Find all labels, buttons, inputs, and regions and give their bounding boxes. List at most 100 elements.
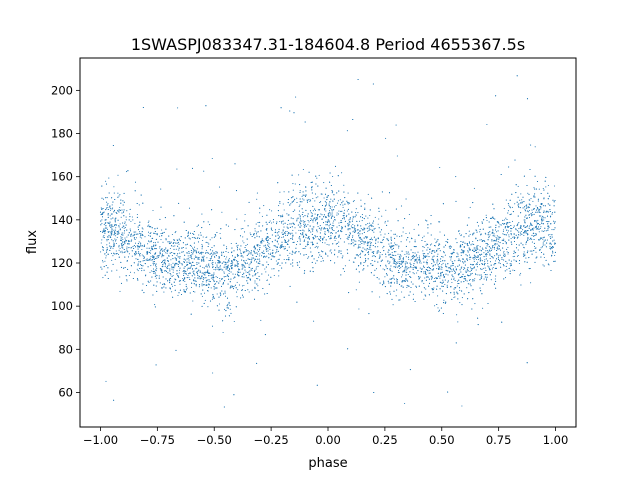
data-point	[315, 197, 317, 199]
data-point	[107, 206, 109, 209]
data-point	[291, 196, 293, 199]
data-point	[245, 263, 247, 265]
data-point	[399, 236, 401, 238]
data-point	[259, 246, 261, 249]
data-point	[141, 267, 143, 269]
data-point	[172, 271, 174, 273]
data-point	[125, 216, 127, 218]
data-point	[296, 220, 298, 222]
data-point	[172, 269, 174, 271]
data-point	[187, 257, 189, 259]
data-point	[535, 220, 537, 222]
data-point	[197, 270, 199, 272]
data-point	[375, 240, 377, 242]
data-point	[294, 198, 296, 200]
data-point	[156, 267, 158, 269]
data-point	[400, 263, 402, 265]
data-point	[510, 230, 512, 232]
data-point	[483, 278, 485, 280]
data-point	[456, 242, 458, 244]
data-point	[150, 226, 152, 228]
data-point	[385, 264, 387, 266]
data-point	[292, 259, 294, 261]
data-point	[535, 251, 537, 253]
data-point	[308, 221, 310, 223]
data-point	[227, 251, 229, 253]
data-point	[209, 239, 211, 241]
data-point	[405, 278, 407, 280]
data-point	[492, 266, 494, 269]
data-point	[485, 242, 487, 244]
data-point	[507, 230, 510, 232]
data-point	[299, 216, 301, 218]
data-point	[222, 282, 224, 285]
data-point	[307, 257, 309, 259]
data-point	[338, 241, 340, 243]
data-point	[487, 234, 489, 236]
data-point	[439, 231, 441, 233]
data-point	[115, 242, 117, 245]
data-point	[251, 257, 253, 259]
data-point	[433, 255, 435, 257]
data-point	[430, 223, 432, 225]
data-point	[187, 231, 190, 233]
data-point	[464, 261, 466, 263]
data-point	[302, 216, 304, 218]
data-point	[109, 223, 111, 225]
data-point	[292, 234, 294, 236]
data-point	[378, 218, 380, 220]
data-point	[153, 245, 155, 247]
data-point	[270, 222, 273, 224]
data-point	[376, 252, 378, 254]
data-point	[402, 257, 404, 260]
data-point	[438, 247, 440, 250]
data-point	[450, 259, 452, 261]
data-point	[373, 255, 375, 257]
data-point	[464, 242, 466, 244]
data-point	[512, 236, 514, 238]
data-point	[477, 251, 479, 253]
data-point	[116, 252, 118, 254]
data-point	[379, 251, 381, 254]
data-point	[443, 276, 445, 279]
data-point	[302, 168, 304, 171]
data-point	[441, 271, 444, 273]
data-point	[236, 253, 238, 255]
data-point	[212, 266, 214, 268]
data-point	[119, 276, 121, 278]
data-point	[407, 256, 410, 258]
data-point	[245, 271, 247, 273]
data-point	[413, 245, 415, 248]
data-point	[431, 263, 433, 265]
data-point	[363, 243, 365, 245]
data-point	[106, 227, 108, 229]
data-point	[221, 290, 223, 292]
data-point	[270, 258, 272, 260]
data-point	[543, 219, 545, 221]
data-point	[454, 296, 456, 298]
data-point	[527, 206, 529, 208]
data-point	[533, 242, 535, 244]
data-point	[369, 247, 371, 249]
data-point	[502, 222, 504, 225]
data-point	[491, 239, 493, 241]
data-point	[171, 245, 173, 247]
data-point	[133, 247, 135, 250]
data-point	[109, 209, 112, 211]
data-point	[353, 230, 355, 232]
data-point	[461, 266, 463, 268]
data-point	[196, 248, 198, 250]
data-point	[385, 209, 387, 211]
data-point	[108, 192, 110, 194]
data-point	[231, 260, 233, 262]
data-point	[242, 236, 244, 238]
data-point	[225, 250, 227, 253]
data-point	[141, 237, 143, 239]
data-point	[132, 219, 134, 221]
data-point	[481, 221, 483, 223]
data-point	[198, 286, 200, 288]
data-point	[210, 287, 212, 289]
data-point	[329, 250, 331, 252]
data-point	[540, 237, 542, 239]
data-point	[472, 279, 474, 281]
